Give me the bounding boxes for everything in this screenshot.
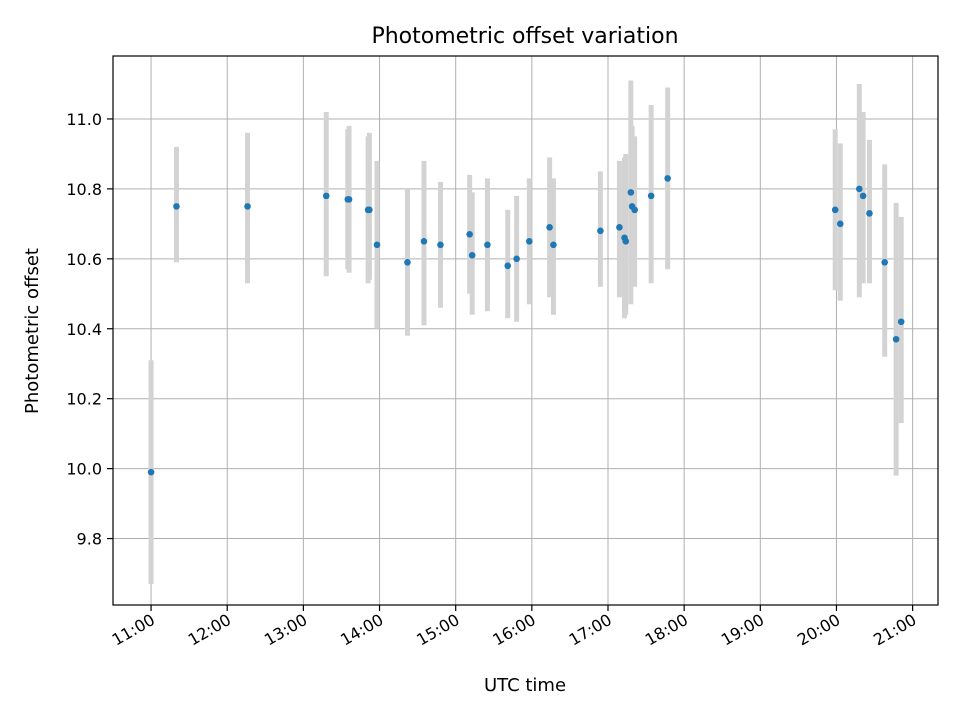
- data-point-24: [627, 189, 635, 196]
- data-point-12: [466, 231, 473, 238]
- data-point-19: [550, 241, 557, 249]
- x-tick-label-5: 16:00: [489, 610, 538, 650]
- data-point-9: [404, 259, 411, 266]
- data-point-14: [484, 241, 491, 249]
- data-point-30: [836, 220, 844, 228]
- data-point-8: [373, 241, 381, 249]
- x-tick-label-7: 18:00: [642, 610, 691, 650]
- x-tick-label-8: 19:00: [718, 610, 767, 650]
- y-tick-label-1: 10.0: [66, 460, 102, 479]
- x-tick-label-2: 13:00: [261, 610, 310, 650]
- x-axis-label: UTC time: [484, 675, 566, 696]
- x-tick-label-3: 14:00: [337, 610, 386, 650]
- y-tick-label-5: 10.8: [66, 180, 102, 199]
- data-point-16: [513, 255, 520, 263]
- y-tick-label-3: 10.4: [66, 320, 102, 339]
- data-point-35: [892, 335, 900, 343]
- x-tick-label-1: 12:00: [185, 610, 234, 650]
- y-tick-label-2: 10.2: [66, 390, 102, 409]
- data-point-3: [322, 192, 330, 200]
- data-point-2: [244, 203, 251, 210]
- x-tick-label-9: 20:00: [794, 610, 843, 650]
- x-tick-label-0: 11:00: [109, 610, 158, 650]
- error-bars: [148, 80, 904, 585]
- data-point-18: [546, 224, 553, 231]
- data-point-11: [437, 241, 444, 249]
- data-point-33: [866, 210, 873, 217]
- y-tick-label-0: 9.8: [77, 530, 102, 549]
- data-point-34: [881, 259, 888, 266]
- data-point-36: [897, 318, 905, 326]
- data-point-32: [859, 192, 867, 200]
- x-tick-label-10: 21:00: [870, 610, 919, 650]
- grid: [113, 56, 938, 605]
- data-point-0: [147, 468, 155, 476]
- x-axis: 11:00 12:00 13:00 14:00 15:00 16:00 17:00 18:00…: [109, 605, 920, 650]
- y-tick-label-6: 11.0: [66, 110, 102, 129]
- y-tick-label-4: 10.6: [66, 250, 102, 269]
- data-point-7: [366, 206, 373, 214]
- y-axis: 9.8 10.0 10.2 10.4 10.6 10.8 11.0: [66, 110, 113, 549]
- data-point-21: [616, 224, 623, 231]
- data-point-15: [504, 262, 512, 270]
- data-point-27: [647, 192, 655, 200]
- plot-frame: [112, 55, 939, 606]
- data-point-31: [856, 185, 863, 193]
- y-axis-label: Photometric offset: [22, 248, 43, 414]
- data-point-1: [173, 203, 180, 210]
- data-point-17: [526, 238, 533, 245]
- data-point-20: [597, 227, 604, 235]
- data-points: [147, 175, 905, 476]
- data-point-5: [345, 196, 353, 203]
- data-point-28: [664, 175, 671, 182]
- data-point-29: [831, 206, 839, 214]
- x-tick-label-6: 17:00: [566, 610, 615, 650]
- data-point-13: [468, 252, 476, 259]
- data-point-26: [631, 206, 638, 214]
- x-tick-label-4: 15:00: [413, 610, 462, 650]
- data-point-10: [420, 238, 428, 245]
- chart-title: Photometric offset variation: [371, 24, 678, 49]
- data-point-23: [622, 238, 630, 245]
